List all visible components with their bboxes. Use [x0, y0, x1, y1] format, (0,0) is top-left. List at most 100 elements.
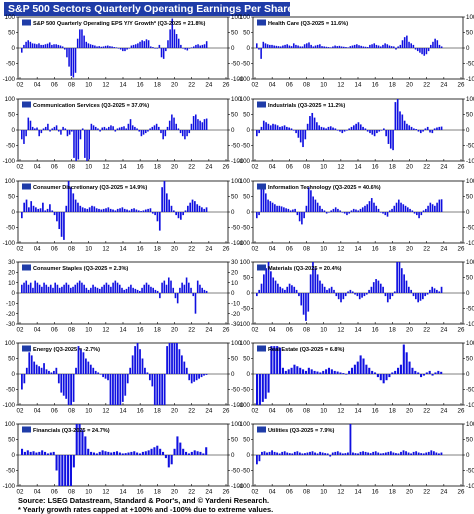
- bar: [281, 126, 284, 130]
- bar: [23, 130, 25, 144]
- x-tick-label: 26: [458, 82, 465, 89]
- bar: [105, 128, 108, 130]
- bar: [402, 344, 405, 374]
- x-tick-label: 14: [355, 327, 362, 334]
- bar: [360, 45, 362, 48]
- bar: [366, 47, 369, 48]
- bar: [256, 212, 258, 219]
- legend: Real Estate (Q3-2025 = 6.8%): [257, 345, 344, 353]
- bar: [344, 293, 347, 297]
- bar: [417, 293, 420, 303]
- bar: [289, 210, 292, 212]
- bar: [324, 453, 327, 455]
- bar: [84, 208, 86, 212]
- bar: [25, 41, 27, 48]
- bar: [303, 212, 305, 219]
- legend-label: Communication Services (Q3-2025 = 37.0%): [33, 103, 149, 109]
- bar: [195, 44, 197, 48]
- bar: [414, 370, 417, 374]
- x-tick-label: 04: [34, 408, 41, 415]
- bar: [92, 125, 95, 130]
- bar: [160, 130, 162, 134]
- bar: [131, 355, 134, 374]
- bar: [340, 293, 342, 303]
- bar: [140, 130, 143, 137]
- x-tick-label: 24: [440, 164, 447, 171]
- bar: [384, 452, 387, 455]
- bar: [167, 455, 170, 468]
- bar: [258, 48, 260, 50]
- bar: [372, 282, 375, 293]
- bar: [334, 45, 336, 48]
- y-tick-label: 10: [231, 280, 238, 287]
- bar: [329, 455, 332, 457]
- y-tick-label: 0: [12, 290, 16, 297]
- bar: [298, 293, 300, 297]
- bar: [118, 452, 121, 455]
- bar: [78, 424, 81, 455]
- bar: [107, 45, 109, 48]
- bar: [411, 367, 414, 374]
- bar: [431, 204, 434, 212]
- x-tick-label: 24: [440, 408, 447, 415]
- bar: [436, 40, 439, 48]
- bar: [55, 455, 58, 471]
- bar: [21, 374, 23, 390]
- bar: [84, 130, 86, 158]
- bar: [141, 40, 143, 48]
- bar: [136, 343, 139, 374]
- bar: [357, 122, 360, 130]
- bar: [107, 374, 109, 381]
- bar: [297, 130, 300, 138]
- bar: [407, 452, 410, 455]
- bar: [276, 452, 279, 455]
- bar: [348, 128, 351, 130]
- y-tick-label: -50: [241, 143, 251, 150]
- bar: [283, 125, 286, 130]
- bar: [86, 208, 89, 212]
- bar: [200, 374, 203, 378]
- bar: [373, 43, 376, 48]
- bar: [186, 48, 189, 51]
- bar: [43, 282, 45, 293]
- y-tick-label: -20: [6, 311, 16, 318]
- bar: [55, 367, 58, 374]
- bar: [295, 289, 298, 293]
- bar: [323, 286, 326, 293]
- bar: [61, 455, 64, 486]
- y-tick-label: 50: [8, 194, 15, 201]
- bar: [203, 374, 205, 376]
- bar: [438, 291, 441, 293]
- bar: [57, 374, 60, 384]
- bar: [422, 293, 424, 300]
- bar: [203, 44, 206, 48]
- bar: [330, 369, 333, 374]
- bar: [33, 43, 36, 48]
- y-tick-label: -50: [466, 143, 474, 150]
- bar: [422, 453, 425, 455]
- bar: [277, 46, 280, 48]
- bar: [193, 450, 196, 455]
- bar: [81, 128, 84, 130]
- bar: [279, 126, 281, 130]
- bar: [352, 125, 355, 130]
- bar: [265, 268, 268, 293]
- bar: [291, 285, 293, 293]
- y-tick-label: -50: [231, 143, 241, 150]
- x-tick-label: 16: [137, 327, 144, 334]
- bar: [394, 102, 397, 130]
- y-tick-label: 0: [12, 452, 16, 459]
- x-tick-label: 20: [171, 164, 178, 171]
- bar: [50, 372, 53, 374]
- bar: [391, 372, 394, 374]
- bar: [334, 207, 337, 212]
- bar: [398, 262, 401, 293]
- x-tick-label: 04: [34, 164, 41, 171]
- bar: [336, 46, 339, 48]
- bar: [149, 128, 151, 130]
- bar: [369, 130, 371, 134]
- legend-swatch: [257, 19, 266, 26]
- bar: [323, 210, 326, 212]
- bar: [134, 346, 136, 374]
- bar: [133, 451, 136, 455]
